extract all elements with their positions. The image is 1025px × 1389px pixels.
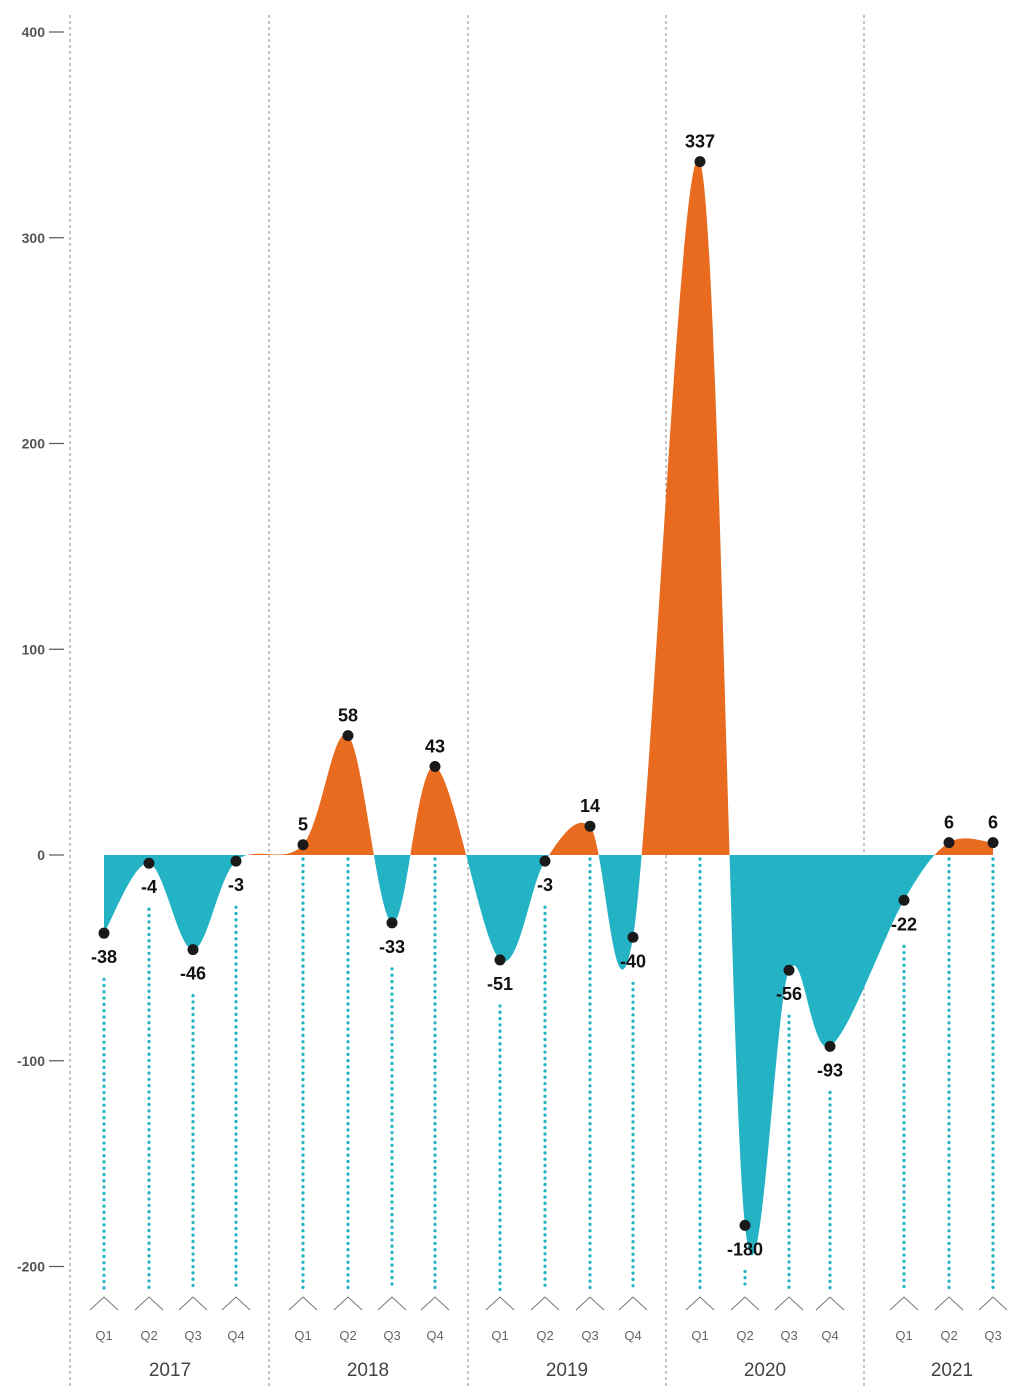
quarter-label-2018-Q2: Q2 bbox=[339, 1328, 356, 1343]
point-2019-Q2 bbox=[539, 855, 551, 867]
area-negative bbox=[104, 855, 993, 1256]
point-2020-Q2 bbox=[739, 1219, 751, 1231]
point-2021-Q2 bbox=[943, 837, 955, 849]
chevron-2018-Q2 bbox=[333, 1296, 363, 1311]
point-2020-Q3 bbox=[783, 964, 795, 976]
value-label-2021-Q1: -22 bbox=[891, 914, 917, 934]
year-label-2018: 2018 bbox=[347, 1360, 389, 1381]
quarter-label-2017-Q1: Q1 bbox=[95, 1328, 112, 1343]
chevron-2017-Q3 bbox=[178, 1296, 208, 1311]
year-label-2020: 2020 bbox=[744, 1360, 786, 1381]
point-2017-Q2 bbox=[143, 857, 155, 869]
y-tick-label-300: 300 bbox=[22, 230, 46, 246]
chevron-2018-Q4 bbox=[420, 1296, 450, 1311]
chevron-2017-Q1 bbox=[89, 1296, 119, 1311]
chevron-2021-Q2 bbox=[934, 1296, 964, 1311]
value-label-2019-Q1: -51 bbox=[487, 974, 513, 994]
point-2017-Q4 bbox=[230, 855, 242, 867]
point-2018-Q3 bbox=[386, 917, 398, 929]
chevron-2021-Q1 bbox=[889, 1296, 919, 1311]
chevron-2019-Q4 bbox=[618, 1296, 648, 1311]
quarter-label-2019-Q2: Q2 bbox=[536, 1328, 553, 1343]
y-tick-label-400: 400 bbox=[22, 24, 46, 40]
point-2017-Q3 bbox=[187, 944, 199, 956]
chevron-2020-Q4 bbox=[815, 1296, 845, 1311]
chevron-2018-Q1 bbox=[288, 1296, 318, 1311]
quarter-label-2021-Q2: Q2 bbox=[940, 1328, 957, 1343]
value-label-2020-Q2: -180 bbox=[727, 1239, 763, 1259]
value-label-2019-Q4: -40 bbox=[620, 951, 646, 971]
point-2021-Q3 bbox=[987, 837, 999, 849]
value-label-2020-Q3: -56 bbox=[776, 984, 802, 1004]
point-2019-Q4 bbox=[627, 931, 639, 943]
point-2020-Q1 bbox=[694, 156, 706, 168]
value-label-2020-Q4: -93 bbox=[817, 1060, 843, 1080]
chevron-2019-Q1 bbox=[485, 1296, 515, 1311]
year-label-2019: 2019 bbox=[546, 1360, 588, 1381]
quarter-label-2017-Q3: Q3 bbox=[184, 1328, 201, 1343]
chevron-2017-Q2 bbox=[134, 1296, 164, 1311]
quarter-label-2021-Q3: Q3 bbox=[984, 1328, 1001, 1343]
value-label-2018-Q3: -33 bbox=[379, 937, 405, 957]
value-label-2019-Q3: 14 bbox=[580, 796, 600, 816]
point-2018-Q1 bbox=[297, 839, 309, 851]
chevron-2020-Q3 bbox=[774, 1296, 804, 1311]
chevron-2017-Q4 bbox=[221, 1296, 251, 1311]
y-tick-label--200: -200 bbox=[17, 1259, 45, 1275]
quarter-label-2021-Q1: Q1 bbox=[895, 1328, 912, 1343]
quarter-label-2017-Q4: Q4 bbox=[227, 1328, 244, 1343]
value-label-2018-Q1: 5 bbox=[298, 815, 308, 835]
quarter-label-2020-Q1: Q1 bbox=[691, 1328, 708, 1343]
value-label-2018-Q4: 43 bbox=[425, 737, 445, 757]
chevron-2018-Q3 bbox=[377, 1296, 407, 1311]
quarter-label-2019-Q1: Q1 bbox=[491, 1328, 508, 1343]
chevron-2019-Q3 bbox=[575, 1296, 605, 1311]
y-tick-label-0: 0 bbox=[37, 847, 45, 863]
point-2018-Q4 bbox=[429, 761, 441, 773]
chevron-2020-Q2 bbox=[730, 1296, 760, 1311]
year-label-2017: 2017 bbox=[149, 1360, 191, 1381]
quarter-label-2020-Q3: Q3 bbox=[780, 1328, 797, 1343]
area-positive bbox=[104, 159, 993, 855]
value-label-2017-Q3: -46 bbox=[180, 964, 206, 984]
value-label-2017-Q4: -3 bbox=[228, 875, 244, 895]
point-2018-Q2 bbox=[342, 730, 354, 742]
quarter-label-2018-Q1: Q1 bbox=[294, 1328, 311, 1343]
quarter-label-2017-Q2: Q2 bbox=[140, 1328, 157, 1343]
point-2017-Q1 bbox=[98, 927, 110, 939]
quarter-label-2019-Q3: Q3 bbox=[581, 1328, 598, 1343]
y-tick-label-100: 100 bbox=[22, 641, 46, 657]
value-label-2021-Q2: 6 bbox=[944, 813, 954, 833]
quarter-label-2018-Q4: Q4 bbox=[426, 1328, 443, 1343]
point-2019-Q1 bbox=[494, 954, 506, 966]
point-2021-Q1 bbox=[898, 894, 910, 906]
value-label-2017-Q2: -4 bbox=[141, 877, 157, 897]
quarter-label-2020-Q4: Q4 bbox=[821, 1328, 838, 1343]
quarter-label-2020-Q2: Q2 bbox=[736, 1328, 753, 1343]
value-label-2020-Q1: 337 bbox=[685, 132, 715, 152]
point-2019-Q3 bbox=[584, 820, 596, 832]
quarter-label-2019-Q4: Q4 bbox=[624, 1328, 641, 1343]
point-2020-Q4 bbox=[824, 1040, 836, 1052]
year-label-2021: 2021 bbox=[931, 1360, 973, 1381]
value-label-2017-Q1: -38 bbox=[91, 947, 117, 967]
value-label-2019-Q2: -3 bbox=[537, 875, 553, 895]
value-label-2018-Q2: 58 bbox=[338, 706, 358, 726]
value-label-2021-Q3: 6 bbox=[988, 813, 998, 833]
chevron-2020-Q1 bbox=[685, 1296, 715, 1311]
chevron-2021-Q3 bbox=[978, 1296, 1008, 1311]
chevron-2019-Q2 bbox=[530, 1296, 560, 1311]
y-tick-label-200: 200 bbox=[22, 436, 46, 452]
y-tick-label--100: -100 bbox=[17, 1053, 45, 1069]
quarter-label-2018-Q3: Q3 bbox=[383, 1328, 400, 1343]
